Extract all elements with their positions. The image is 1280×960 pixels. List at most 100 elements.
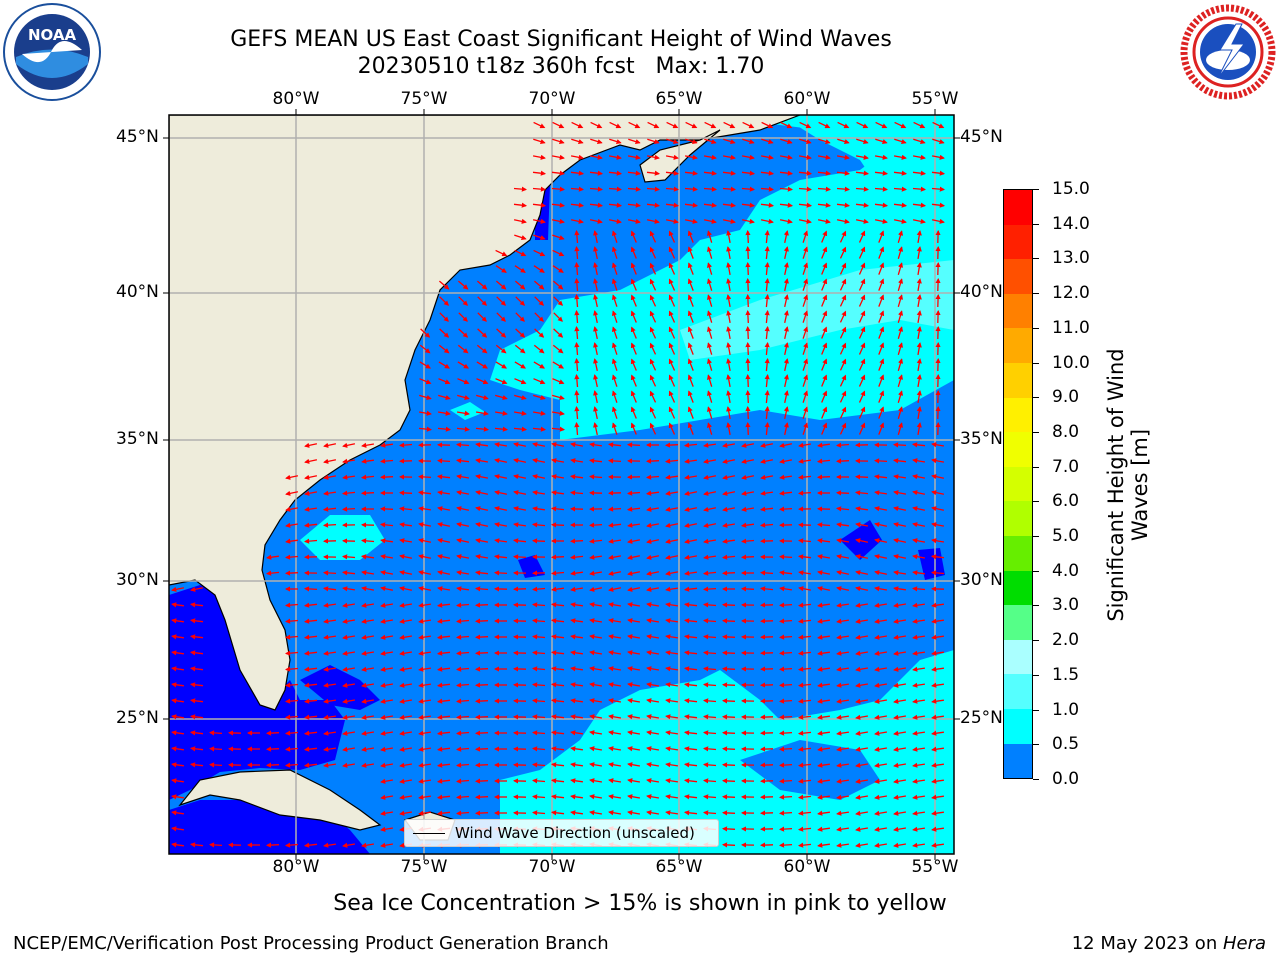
wave-direction-arrow <box>303 650 318 656</box>
wave-direction-arrow <box>189 618 204 624</box>
wave-direction-arrow <box>684 170 699 176</box>
wave-direction-arrow <box>839 390 847 403</box>
wave-direction-arrow <box>360 474 375 480</box>
wave-direction-arrow <box>706 230 713 243</box>
wave-direction-arrow <box>285 490 299 496</box>
wave-direction-arrow <box>817 634 830 640</box>
wave-direction-arrow <box>303 522 318 528</box>
wave-direction-arrow <box>873 458 888 464</box>
wave-direction-arrow <box>856 121 869 129</box>
wave-direction-arrow <box>626 506 641 512</box>
wave-direction-arrow <box>436 474 451 480</box>
wave-direction-arrow <box>874 170 889 176</box>
wave-direction-arrow <box>855 650 869 656</box>
wave-direction-arrow <box>706 278 713 291</box>
wave-direction-arrow <box>380 586 394 592</box>
colorbar-segment <box>1004 362 1032 398</box>
wave-direction-arrow <box>668 390 676 403</box>
wave-direction-arrow <box>494 426 509 432</box>
wave-direction-arrow <box>778 602 793 608</box>
wave-direction-arrow <box>783 374 789 388</box>
wave-direction-arrow <box>721 698 736 704</box>
wave-direction-arrow <box>418 426 433 432</box>
wave-direction-arrow <box>552 265 564 273</box>
colorbar-tick-label: 0.0 <box>1052 769 1080 789</box>
wave-direction-arrow <box>570 602 583 608</box>
wave-direction-arrow <box>418 618 431 624</box>
wave-direction-arrow <box>630 262 637 275</box>
wave-direction-arrow <box>608 570 622 576</box>
wave-direction-arrow <box>778 698 793 704</box>
wave-direction-arrow <box>722 506 736 512</box>
wave-direction-arrow <box>208 762 223 768</box>
wave-direction-arrow <box>760 170 775 176</box>
wave-direction-arrow <box>593 422 599 436</box>
wave-direction-arrow <box>912 570 925 576</box>
wave-direction-arrow <box>379 458 394 464</box>
wave-direction-arrow <box>589 602 603 608</box>
wave-direction-arrow <box>551 490 564 496</box>
wave-direction-arrow <box>916 374 922 388</box>
wave-direction-arrow <box>552 138 565 145</box>
wave-direction-arrow <box>702 618 717 624</box>
wave-direction-arrow <box>668 294 676 307</box>
wave-direction-arrow <box>802 406 809 419</box>
wave-direction-arrow <box>706 406 713 419</box>
wave-direction-arrow <box>457 378 470 385</box>
wave-direction-arrow <box>418 602 431 608</box>
wave-direction-arrow <box>627 522 640 528</box>
wave-direction-arrow <box>474 650 489 656</box>
wave-direction-arrow <box>665 634 678 640</box>
wave-direction-arrow <box>534 328 545 338</box>
wave-direction-arrow <box>761 138 774 145</box>
wave-direction-arrow <box>874 202 889 208</box>
wave-direction-arrow <box>912 554 926 560</box>
wave-direction-arrow <box>647 138 660 145</box>
colorbar-segment <box>1004 397 1032 433</box>
wave-direction-arrow <box>593 342 599 356</box>
wave-direction-arrow <box>590 121 603 129</box>
wave-direction-arrow <box>477 328 488 338</box>
wave-direction-arrow <box>874 186 889 192</box>
wave-direction-arrow <box>589 170 604 176</box>
wave-direction-arrow <box>627 650 641 656</box>
wave-direction-arrow <box>818 138 831 145</box>
wave-direction-arrow <box>741 170 756 176</box>
wave-direction-arrow <box>839 262 847 275</box>
wave-direction-arrow <box>726 326 732 340</box>
colorbar-tick-mark <box>1033 710 1039 711</box>
wave-direction-arrow <box>778 554 793 560</box>
wave-direction-arrow <box>630 326 637 339</box>
wave-direction-arrow <box>399 618 413 624</box>
wave-direction-arrow <box>816 474 831 480</box>
wave-direction-arrow <box>874 490 887 496</box>
wave-direction-arrow <box>684 186 699 192</box>
wave-direction-arrow <box>514 344 526 354</box>
wave-direction-arrow <box>649 230 657 243</box>
wave-direction-arrow <box>419 361 431 369</box>
wave-direction-arrow <box>303 666 318 672</box>
wave-direction-arrow <box>721 650 736 656</box>
wave-direction-arrow <box>858 390 866 403</box>
wave-direction-arrow <box>855 570 869 576</box>
wave-direction-arrow <box>741 218 755 224</box>
wave-direction-arrow <box>893 522 907 528</box>
wave-direction-arrow <box>341 570 356 576</box>
wave-direction-arrow <box>588 538 603 544</box>
wave-direction-arrow <box>284 618 299 624</box>
wave-direction-arrow <box>797 538 812 544</box>
wave-direction-arrow <box>322 522 337 528</box>
wave-direction-arrow <box>759 522 774 528</box>
wave-direction-arrow <box>533 361 545 369</box>
wave-direction-arrow <box>611 294 618 307</box>
wave-direction-arrow <box>745 277 751 292</box>
wave-direction-arrow <box>760 202 775 208</box>
wave-direction-arrow <box>360 538 375 544</box>
wave-direction-arrow <box>475 538 489 544</box>
wave-direction-arrow <box>570 458 584 464</box>
wave-direction-arrow <box>802 310 809 323</box>
wave-direction-arrow <box>496 312 506 322</box>
wave-direction-arrow <box>646 506 660 512</box>
wave-direction-arrow <box>836 186 851 192</box>
wave-direction-arrow <box>303 602 318 608</box>
